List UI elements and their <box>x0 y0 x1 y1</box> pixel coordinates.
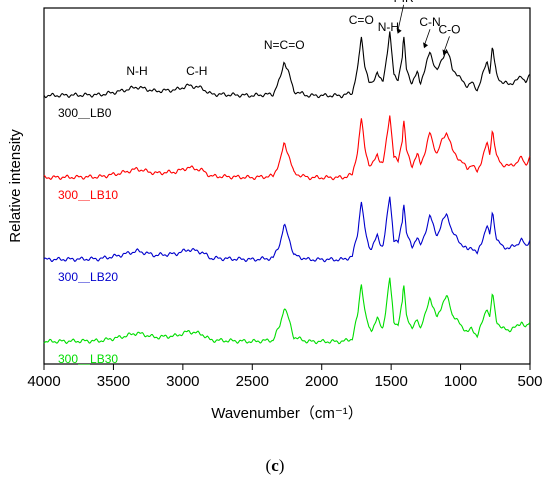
peak-label: N=C=O <box>264 38 305 52</box>
x-tick-label: 3000 <box>166 373 199 390</box>
peak-arrowhead <box>442 49 448 56</box>
peak-label: PIR <box>394 0 414 5</box>
peak-label: N-H <box>378 20 399 34</box>
peak-label: N-H <box>126 64 147 78</box>
peak-arrow <box>443 36 450 54</box>
series-label: 300＿LB30 <box>58 352 118 366</box>
x-tick-label: 500 <box>517 373 542 390</box>
x-tick-label: 1000 <box>444 373 477 390</box>
peak-arrowhead <box>423 42 429 49</box>
plot-frame <box>43 7 531 365</box>
series-line <box>43 31 531 99</box>
peak-label: C-H <box>186 64 207 78</box>
series-line <box>43 115 531 181</box>
peak-arrowhead <box>396 27 402 34</box>
x-tick-label: 4000 <box>27 373 60 390</box>
series-label: 300＿LB10 <box>58 188 118 202</box>
figure-caption: (c) <box>266 456 285 475</box>
peak-arrow <box>423 29 431 47</box>
peak-label: C=O <box>349 13 374 27</box>
y-axis-title: Relative intensity <box>7 129 24 243</box>
x-tick-label: 3500 <box>97 373 130 390</box>
peak-label: C-N <box>419 15 440 29</box>
x-tick-label: 2000 <box>305 373 338 390</box>
series-labels: 300＿LB0 300＿LB10 300＿LB20 300＿LB30 <box>58 106 118 366</box>
series-label: 300＿LB20 <box>58 270 118 284</box>
series-line <box>43 196 531 263</box>
peak-arrow <box>397 4 405 32</box>
series-label: 300＿LB0 <box>58 106 112 120</box>
series-line <box>43 277 531 345</box>
peak-annotations: N-H C-H N=C=O C=O N-H PIR C-NC-O <box>126 0 460 78</box>
x-tick-label: 1500 <box>374 373 407 390</box>
x-tick-label: 2500 <box>236 373 269 390</box>
peak-label: C-O <box>438 22 460 36</box>
x-axis-ticks: 4000 3500 3000 2500 2000 1500 1000 500 <box>27 364 543 390</box>
x-axis-title: Wavenumber（cm⁻¹） <box>211 405 363 422</box>
series-lines <box>43 31 531 345</box>
